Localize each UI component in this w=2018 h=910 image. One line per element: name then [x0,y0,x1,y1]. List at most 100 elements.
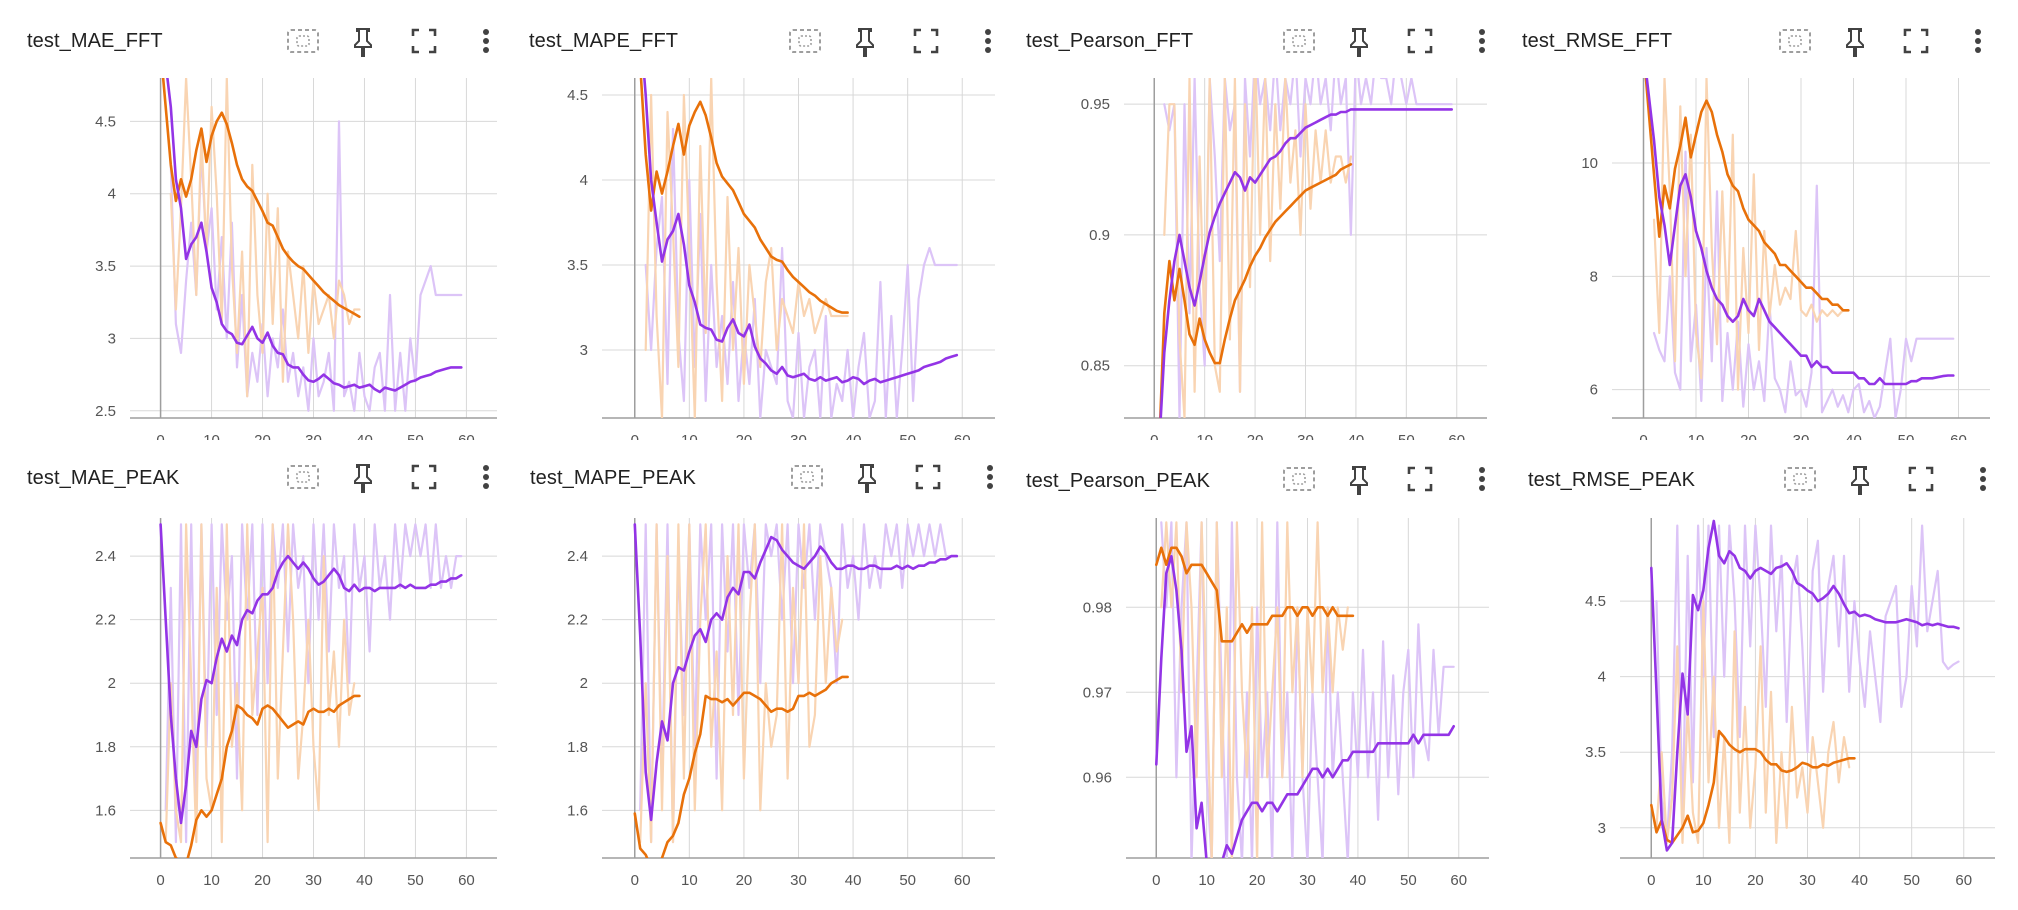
more-vert-icon[interactable] [1966,462,2000,496]
more-vert-icon[interactable] [1465,24,1499,58]
pin-icon[interactable] [1843,462,1877,496]
grid [1620,518,1995,858]
series-line-orange [639,78,849,314]
y-tick-label: 2 [580,675,588,692]
chart-plot: 0 10 20 30 40 50 60 1.6 1.8 2 2.2 2.4 [502,440,1007,910]
x-tick-label: 40 [1851,872,1868,889]
y-tick-label: 3 [580,342,588,359]
x-tick-label: 0 [1647,872,1655,889]
pin-icon[interactable] [1342,24,1376,58]
series-line-purple [1155,555,1455,858]
fit-domain-icon[interactable] [790,460,824,494]
fit-domain-icon[interactable] [286,24,320,58]
fullscreen-icon[interactable] [1899,24,1933,58]
y-tick-label: 4.5 [1585,593,1606,610]
fit-domain-icon[interactable] [1778,24,1812,58]
y-tick-label: 2.2 [95,612,116,629]
fit-domain-icon[interactable] [286,460,320,494]
more-vert-icon[interactable] [1465,462,1499,496]
more-vert-icon[interactable] [971,24,1005,58]
y-tick-label: 3 [1598,820,1606,837]
x-tick-label: 50 [407,872,424,889]
series-line-purple [1645,78,1955,386]
more-vert-icon[interactable] [1961,24,1995,58]
pin-icon[interactable] [848,24,882,58]
y-tick-label: 0.9 [1089,227,1110,244]
more-vert-icon[interactable] [469,460,503,494]
pin-icon[interactable] [850,460,884,494]
series-line-purple [159,523,463,825]
y-tick-label: 8 [1590,268,1598,285]
y-tick-label: 0.96 [1083,769,1112,786]
series-line-purple [166,78,463,394]
fullscreen-icon[interactable] [1403,24,1437,58]
y-tick-label: 6 [1590,382,1598,399]
chart-plot: 0 10 20 30 40 50 60 1.6 1.8 2 2.2 2.4 [0,440,505,910]
x-tick-label: 40 [1350,872,1367,889]
chart-svg: 0 10 20 30 40 50 60 0.96 0.97 0.98 [1083,518,1489,889]
pin-icon[interactable] [1838,24,1872,58]
x-tick-label: 30 [1799,872,1816,889]
more-vert-icon[interactable] [973,460,1007,494]
series-line-orange_light [1163,78,1352,418]
chart-plot: 0 10 20 30 40 50 60 3 3.5 4 4.5 [1500,440,2018,910]
fit-domain-icon[interactable] [1282,462,1316,496]
fullscreen-icon[interactable] [909,24,943,58]
fullscreen-icon[interactable] [407,460,441,494]
y-tick-label: 1.8 [95,739,116,756]
x-tick-label: 20 [736,872,753,889]
y-tick-label: 4.5 [95,113,116,130]
series-line-orange [1159,163,1353,418]
chart-svg: 0 10 20 30 40 50 60 1.6 1.8 2 2.2 2.4 [95,518,497,889]
series-line-orange_light [1655,600,1851,844]
fit-domain-icon[interactable] [1783,462,1817,496]
x-tick-label: 10 [203,872,220,889]
series-line-orange [161,78,361,318]
y-tick-label: 1.6 [95,802,116,819]
card-title: test_RMSE_PEAK [1528,469,1696,491]
chart-card-rmse-fft: test_RMSE_FFT 01020304050606810 [1500,0,2005,455]
x-tick-label: 40 [845,872,862,889]
y-tick-label: 2.5 [95,403,116,420]
x-tick-label: 50 [1903,872,1920,889]
pin-icon[interactable] [346,460,380,494]
x-tick-label: 50 [899,872,916,889]
fullscreen-icon[interactable] [1403,462,1437,496]
series-line-orange [633,675,849,858]
fullscreen-icon[interactable] [407,24,441,58]
more-vert-icon[interactable] [469,24,503,58]
series-line-orange_light [639,523,844,844]
pin-icon[interactable] [1342,462,1376,496]
x-tick-label: 10 [1695,872,1712,889]
fullscreen-icon[interactable] [911,460,945,494]
x-tick-label: 0 [1152,872,1160,889]
x-tick-label: 60 [458,872,475,889]
y-tick-label: 0.95 [1081,96,1110,113]
chart-plot: 01020304050606810 [1500,0,2005,455]
series-line-purple [633,523,959,822]
x-tick-label: 30 [790,872,807,889]
y-tick-label: 2.4 [95,548,116,565]
y-tick-label: 2 [108,675,116,692]
chart-card-mae-peak: test_MAE_PEAK 0 10 20 30 40 50 60 1.6 1.8 2 2.2 2.4 [0,440,505,910]
fit-domain-icon[interactable] [788,24,822,58]
series-line-orange [1644,78,1850,312]
y-tick-label: 0.97 [1083,684,1112,701]
y-tick-label: 3.5 [95,258,116,275]
x-tick-label: 0 [631,872,639,889]
card-title: test_Pearson_FFT [1026,30,1194,52]
y-tick-label: 10 [1581,155,1598,172]
fit-domain-icon[interactable] [1282,24,1316,58]
chart-svg: 01020304050602.533.544.5 [95,78,497,449]
y-tick-label: 0.98 [1083,599,1112,616]
series-line-orange [159,694,361,858]
card-title: test_Pearson_PEAK [1026,470,1211,492]
pin-icon[interactable] [346,24,380,58]
y-tick-label: 2.2 [567,612,588,629]
fullscreen-icon[interactable] [1904,462,1938,496]
y-tick-label: 4 [580,172,588,189]
